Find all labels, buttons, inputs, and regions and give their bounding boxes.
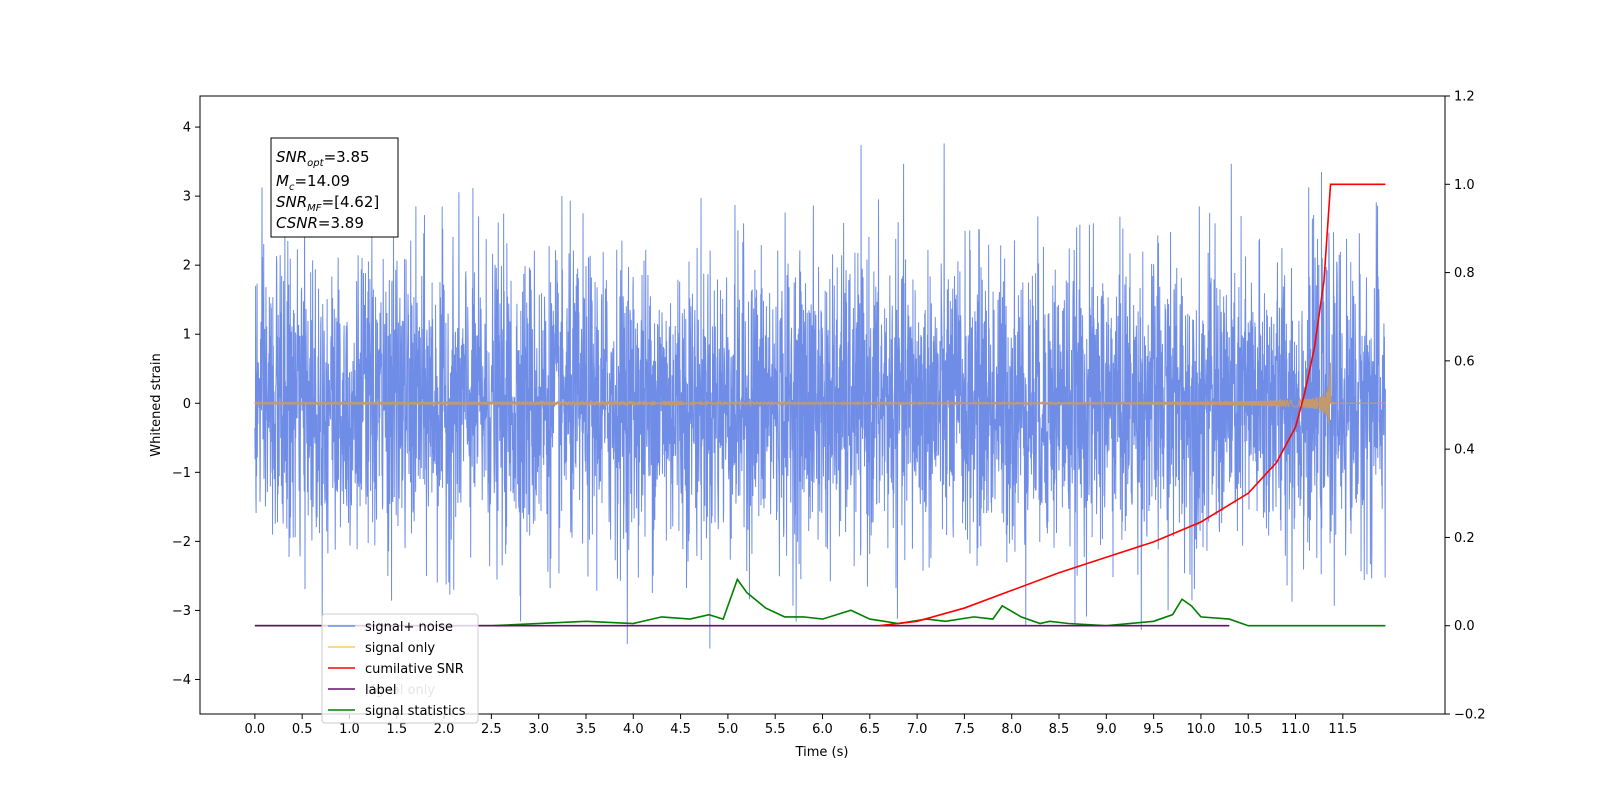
legend-label-label: label <box>365 683 396 698</box>
x-axis-label: Time (s) <box>795 745 849 760</box>
x-tick-label: 7.0 <box>907 722 928 737</box>
x-tick-label: 2.0 <box>434 722 455 737</box>
x-tick-label: 1.5 <box>386 722 407 737</box>
x-tick-label: 3.0 <box>528 722 549 737</box>
y-tick-label: 3 <box>183 190 191 205</box>
series-signal-statistics-line <box>254 577 1386 627</box>
x-tick-label: 11.5 <box>1328 722 1357 737</box>
metrics-annotation-box: SNRopt=3.85 Mc=14.09 SNRMF=[4.62] CSNR=3… <box>270 137 399 238</box>
x-tick-label: 1.0 <box>339 722 360 737</box>
x-tick-label: 3.5 <box>576 722 597 737</box>
legend-hidden-signal-only: signal only <box>365 683 435 698</box>
y-tick-label: 4 <box>183 121 191 136</box>
y2-tick-label: 0.4 <box>1454 443 1475 458</box>
x-tick-label: 8.5 <box>1049 722 1070 737</box>
y-tick-label: 2 <box>183 259 191 274</box>
x-tick-label: 8.0 <box>1001 722 1022 737</box>
y-tick-label: −4 <box>172 673 191 688</box>
x-tick-label: 5.0 <box>718 722 739 737</box>
x-tick-label: 10.5 <box>1234 722 1263 737</box>
x-tick-label: 9.0 <box>1096 722 1117 737</box>
x-tick-label: 4.5 <box>670 722 691 737</box>
series-cumulative-snr-line <box>879 183 1386 627</box>
snr-opt-text: SNRopt=3.85 <box>276 148 370 169</box>
series-signal-only-line <box>254 362 1386 425</box>
x-tick-label: 0.5 <box>292 722 313 737</box>
csnr-text: CSNR=3.89 <box>276 214 364 232</box>
legend-label-noise: signal+ noise <box>365 620 453 635</box>
x-tick-label: 2.5 <box>481 722 502 737</box>
y2-tick-label: 1.0 <box>1454 178 1475 193</box>
legend-label-signal: signal only <box>365 641 435 656</box>
y-axis-right-ticks: −0.2 0.0 0.2 0.4 0.6 0.8 1.0 1.2 <box>1445 90 1486 723</box>
legend-label-stats: signal statistics <box>365 704 466 719</box>
y2-tick-label: 0.0 <box>1454 619 1475 634</box>
x-tick-label: 11.0 <box>1281 722 1310 737</box>
x-tick-label: 10.0 <box>1186 722 1215 737</box>
x-tick-label: 5.5 <box>765 722 786 737</box>
legend-frame <box>321 613 479 724</box>
legend: signal+ noise signal only cumilative SNR… <box>321 613 479 724</box>
y-axis-left-ticks: −4 −3 −2 −1 0 1 2 3 4 <box>172 121 200 688</box>
x-tick-label: 6.5 <box>859 722 880 737</box>
y2-tick-label: 0.6 <box>1454 354 1475 369</box>
y-tick-label: −1 <box>172 466 191 481</box>
y2-tick-label: −0.2 <box>1454 708 1486 723</box>
y-tick-label: −2 <box>172 535 191 550</box>
metrics-box-frame <box>270 137 399 238</box>
x-tick-label: 9.5 <box>1143 722 1164 737</box>
x-tick-label: 0.0 <box>245 722 266 737</box>
y-tick-label: 0 <box>183 397 191 412</box>
x-tick-label: 4.0 <box>623 722 644 737</box>
y-tick-label: −3 <box>172 604 191 619</box>
y-axis-label: Whitened strain <box>149 353 164 456</box>
x-tick-label: 7.5 <box>954 722 975 737</box>
y2-tick-label: 0.8 <box>1454 266 1475 281</box>
x-axis-ticks: 0.0 0.5 1.0 1.5 2.0 2.5 3.0 3.5 4.0 4.5 5.0 5.5 6.0 6… <box>245 714 1357 737</box>
x-tick-label: 6.0 <box>812 722 833 737</box>
y2-tick-label: 0.2 <box>1454 531 1475 546</box>
y2-tick-label: 1.2 <box>1454 90 1475 105</box>
mc-text: Mc=14.09 <box>276 172 350 193</box>
legend-label-cumsnr: cumilative SNR <box>365 662 464 677</box>
y-tick-label: 1 <box>183 328 191 343</box>
snr-mf-text: SNRMF=[4.62] <box>276 193 379 214</box>
